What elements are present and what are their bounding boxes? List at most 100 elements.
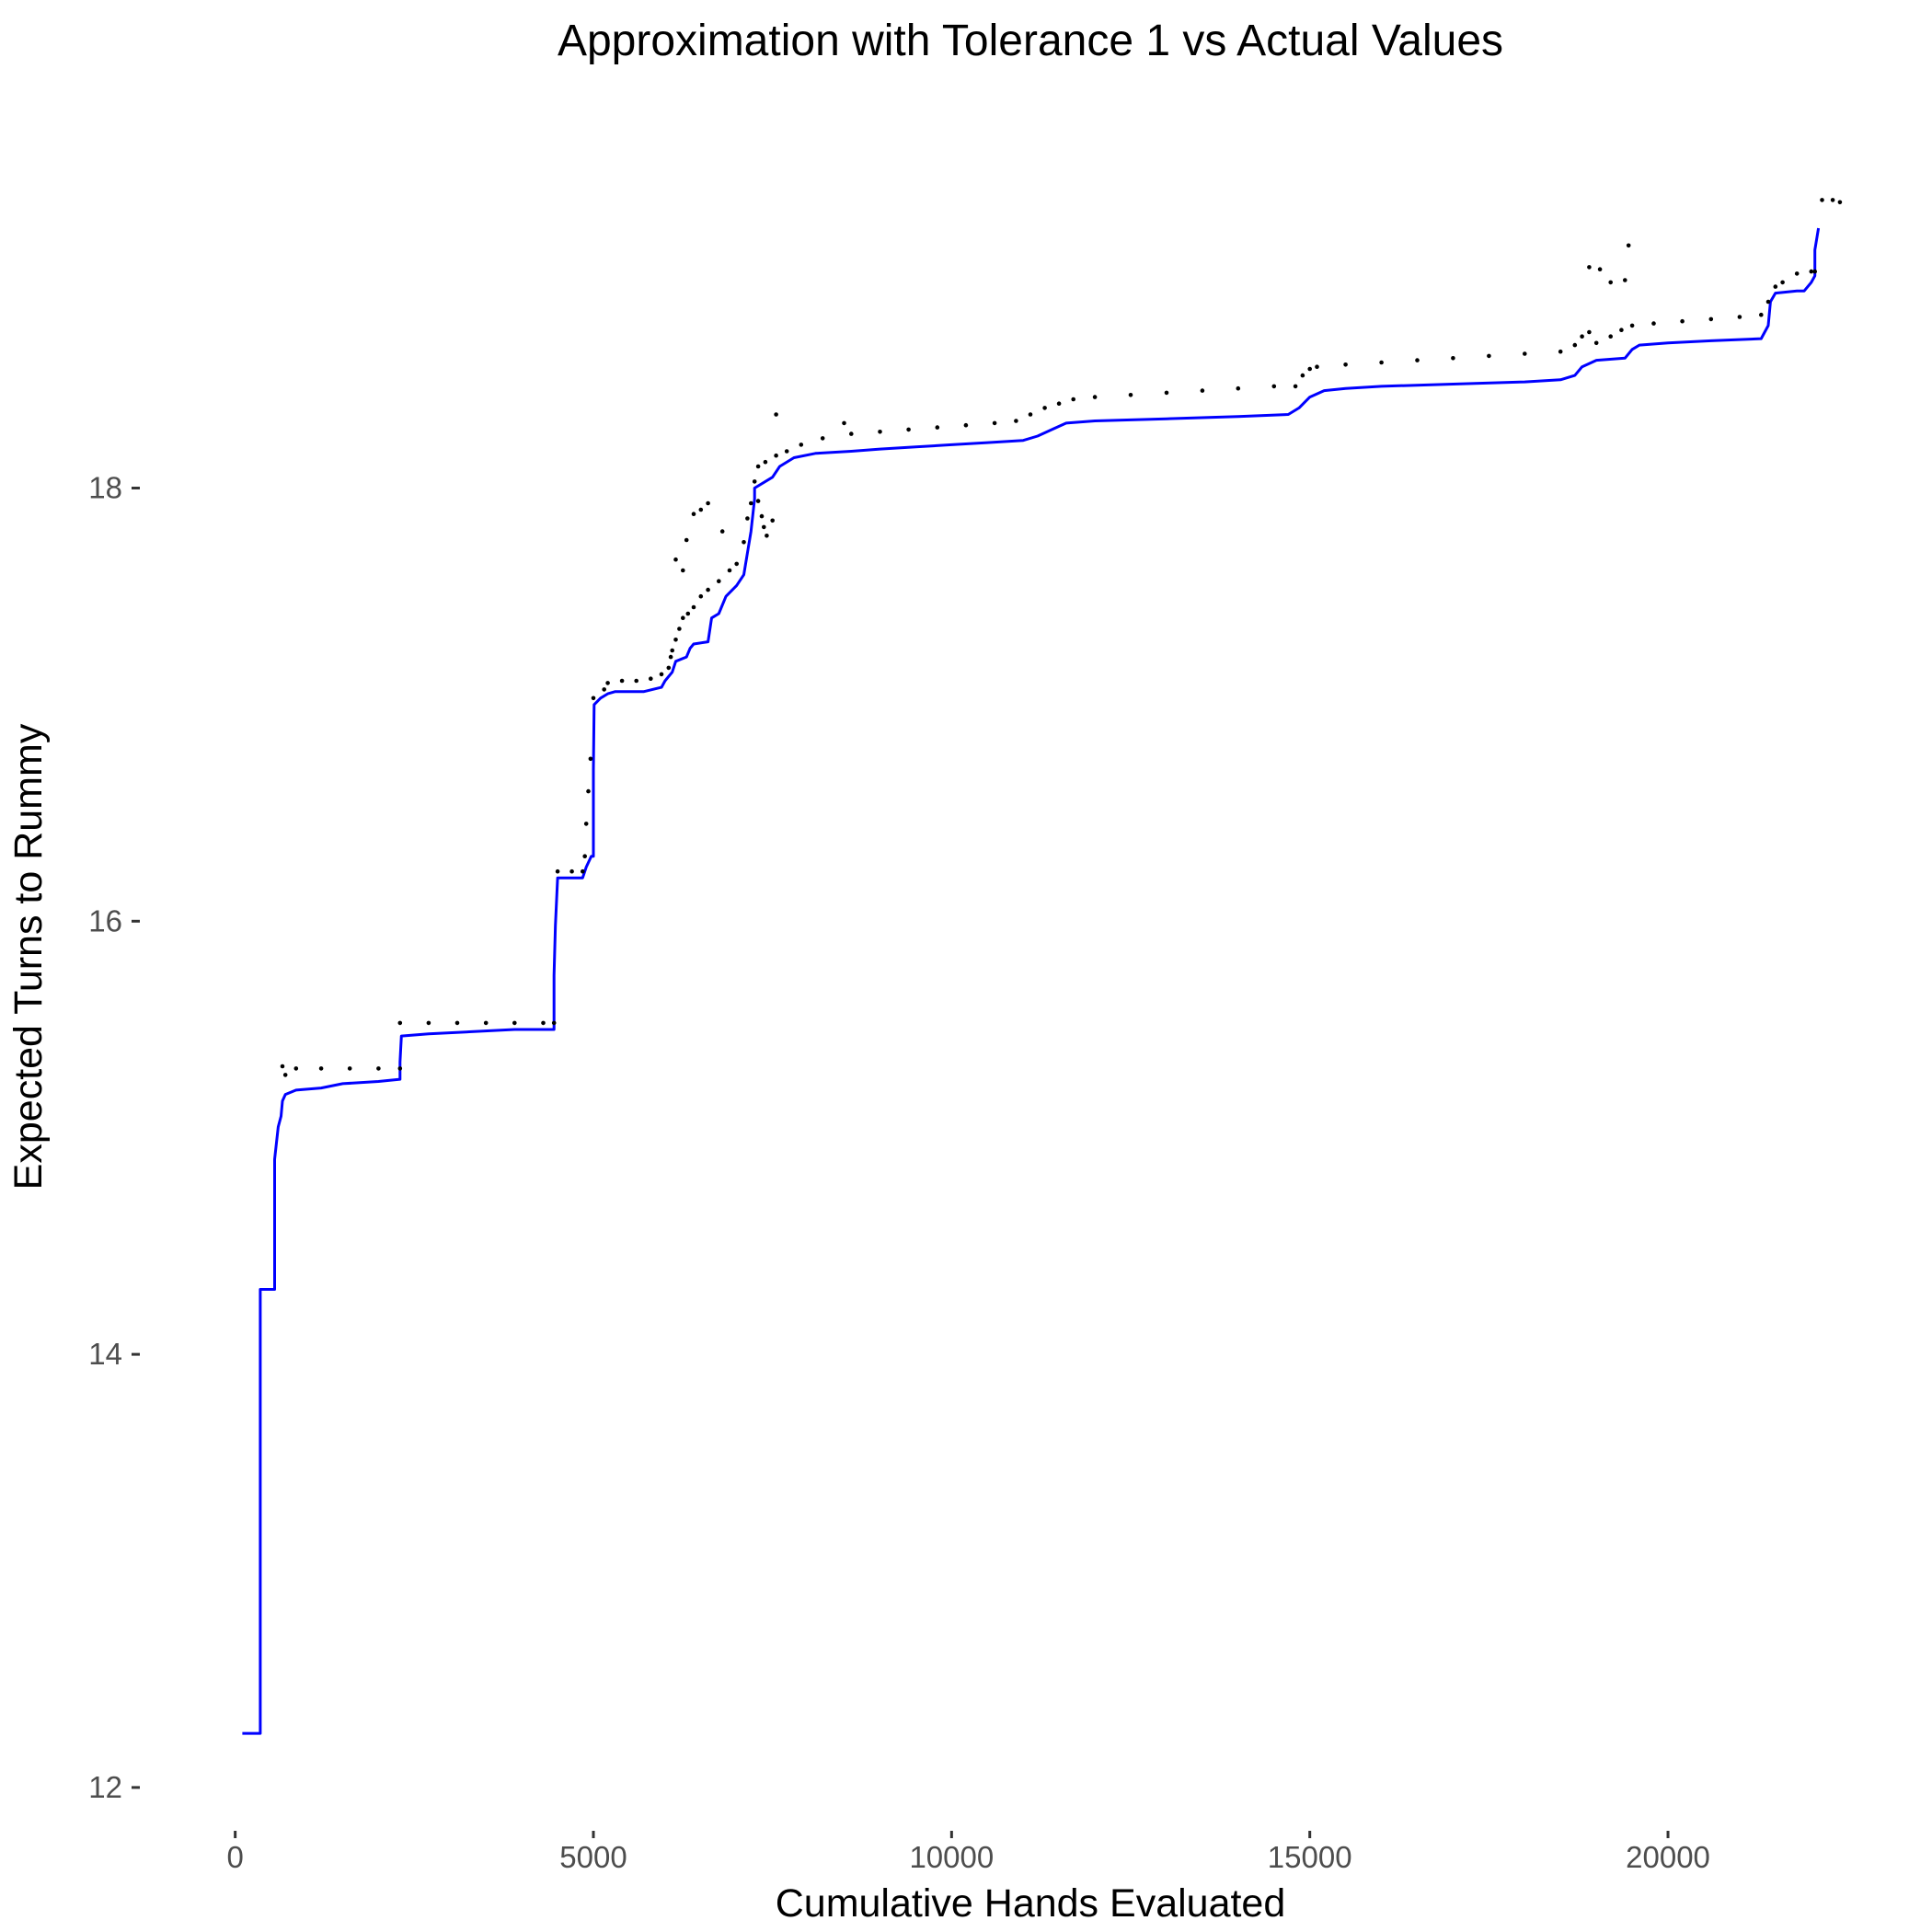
approximation-point [727, 568, 732, 573]
approximation-point [1651, 321, 1656, 326]
approximation-point [1315, 364, 1319, 370]
approximation-point [1200, 388, 1205, 393]
approximation-point [1056, 401, 1062, 407]
approximation-point [1236, 385, 1241, 391]
approximation-point [591, 696, 596, 701]
approximation-point [1765, 299, 1771, 305]
x-axis-ticks: 0 5000 10000 15000 20000 [226, 1831, 1710, 1874]
approximation-point [765, 534, 769, 538]
approximation-point [1737, 315, 1742, 319]
y-tick-label: 18 [88, 470, 122, 504]
approximation-point [935, 425, 940, 430]
approximation-point [666, 665, 672, 671]
approximation-point [673, 638, 678, 642]
approximation-point [706, 500, 710, 506]
approximation-point [512, 1020, 517, 1026]
x-tick-label: 20000 [1626, 1840, 1710, 1874]
approximation-point [397, 1020, 403, 1026]
approximation-point [878, 430, 882, 434]
approximation-point [755, 499, 761, 503]
approximation-point [717, 579, 721, 583]
approximation-point [749, 500, 753, 506]
approximation-point [1487, 353, 1491, 359]
approximation-point [582, 854, 587, 858]
approximation-point [1092, 395, 1098, 399]
approximation-point [1587, 265, 1592, 270]
approximation-point [849, 431, 854, 436]
approximation-point [763, 459, 768, 465]
y-axis-ticks: 12 14 16 18 [88, 470, 140, 1804]
approximation-point [555, 868, 560, 874]
approximation-point [1587, 329, 1592, 335]
approximation-point [698, 593, 704, 599]
approximation-point [742, 540, 746, 545]
approximation-point [963, 422, 969, 428]
approximation-point [602, 687, 606, 692]
approximation-point [719, 529, 725, 534]
approximation-point [318, 1066, 324, 1071]
actual-values-series [242, 227, 1821, 1735]
approximation-point [454, 1020, 460, 1026]
x-tick-label: 0 [226, 1840, 243, 1874]
approximation-point [745, 516, 750, 521]
approximation-point [581, 868, 585, 874]
approximation-point [784, 449, 789, 454]
approximation-point [397, 1066, 403, 1071]
approximation-point [673, 557, 678, 562]
approximation-point [1307, 366, 1312, 372]
approximation-point [820, 436, 825, 441]
approximation-point [1809, 269, 1814, 274]
x-tick-label: 15000 [1268, 1840, 1352, 1874]
approximation-point [1042, 406, 1047, 410]
approximation-point [1619, 328, 1624, 333]
approximation-point [1523, 351, 1527, 356]
approximation-point [681, 615, 685, 620]
approximation-point [1708, 316, 1714, 322]
approximation-point [1451, 356, 1455, 361]
approximation-point [1837, 200, 1843, 205]
approximation-point [1794, 271, 1800, 276]
approximation-point [681, 568, 685, 573]
approximation-point [762, 524, 766, 530]
approximation-point [755, 464, 761, 469]
approximation-point [588, 756, 593, 762]
approximation-point [992, 420, 997, 426]
approximation-point [706, 587, 710, 592]
approximation-point [1812, 269, 1817, 274]
approximation-point [659, 672, 664, 677]
approximation-point [770, 518, 775, 523]
approximation-point [541, 1020, 546, 1026]
approximation-point [1343, 362, 1348, 367]
approximation-point [376, 1066, 381, 1071]
x-tick-label: 5000 [559, 1840, 627, 1874]
approximation-point [1608, 280, 1613, 285]
approximation-point [569, 868, 574, 874]
approximation-point [1623, 278, 1627, 282]
approximation-point [649, 676, 653, 681]
chart-title: Approximation with Tolerance 1 vs Actual… [558, 17, 1503, 65]
approximation-point [586, 788, 591, 794]
approximation-point [634, 678, 638, 684]
x-tick-label: 10000 [909, 1840, 994, 1874]
approximation-point [1028, 412, 1033, 417]
approximation-point [605, 681, 610, 685]
approximation-point [691, 512, 696, 516]
x-axis-label: Cumulative Hands Evaluated [776, 1881, 1286, 1926]
approximation-point [698, 507, 704, 512]
approximation-point [1164, 390, 1169, 396]
approximation-point [1830, 198, 1835, 202]
y-tick-label: 16 [88, 903, 122, 937]
approximation-point [1415, 358, 1420, 362]
approximation-point [1759, 312, 1764, 317]
approximation-point [906, 427, 911, 432]
approximation-point [1128, 393, 1133, 397]
approximation-point [677, 627, 682, 631]
approximation-series [280, 198, 1843, 1077]
approximation-point [583, 822, 589, 826]
approximation-point [551, 1020, 557, 1026]
approximation-point [1680, 318, 1685, 324]
approximation-point [799, 443, 804, 447]
approximation-point [752, 479, 757, 484]
actual-values-line [242, 227, 1821, 1735]
